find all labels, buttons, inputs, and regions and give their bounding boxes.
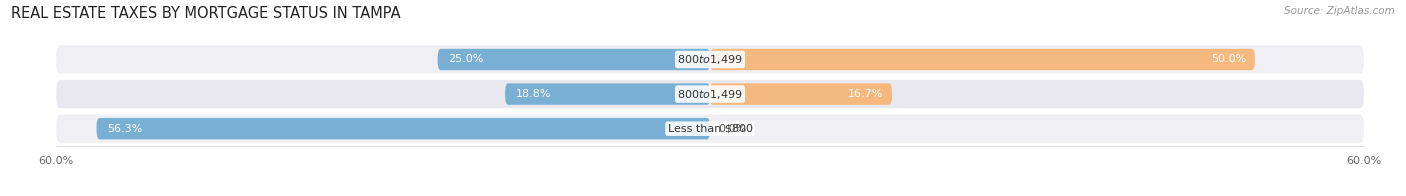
Text: 25.0%: 25.0% xyxy=(449,54,484,64)
FancyBboxPatch shape xyxy=(710,49,1256,70)
FancyBboxPatch shape xyxy=(56,45,1364,74)
Text: 56.3%: 56.3% xyxy=(107,124,142,134)
FancyBboxPatch shape xyxy=(56,114,1364,143)
Text: $800 to $1,499: $800 to $1,499 xyxy=(678,88,742,101)
FancyBboxPatch shape xyxy=(97,118,710,139)
FancyBboxPatch shape xyxy=(437,49,710,70)
FancyBboxPatch shape xyxy=(505,83,710,105)
Legend: Without Mortgage, With Mortgage: Without Mortgage, With Mortgage xyxy=(589,193,831,196)
Text: Source: ZipAtlas.com: Source: ZipAtlas.com xyxy=(1284,6,1395,16)
FancyBboxPatch shape xyxy=(710,83,891,105)
Text: REAL ESTATE TAXES BY MORTGAGE STATUS IN TAMPA: REAL ESTATE TAXES BY MORTGAGE STATUS IN … xyxy=(11,6,401,21)
FancyBboxPatch shape xyxy=(56,80,1364,108)
Text: $800 to $1,499: $800 to $1,499 xyxy=(678,53,742,66)
Text: 16.7%: 16.7% xyxy=(848,89,883,99)
Text: 0.0%: 0.0% xyxy=(718,124,747,134)
Text: Less than $800: Less than $800 xyxy=(668,124,752,134)
Text: 50.0%: 50.0% xyxy=(1211,54,1246,64)
Text: 18.8%: 18.8% xyxy=(516,89,551,99)
